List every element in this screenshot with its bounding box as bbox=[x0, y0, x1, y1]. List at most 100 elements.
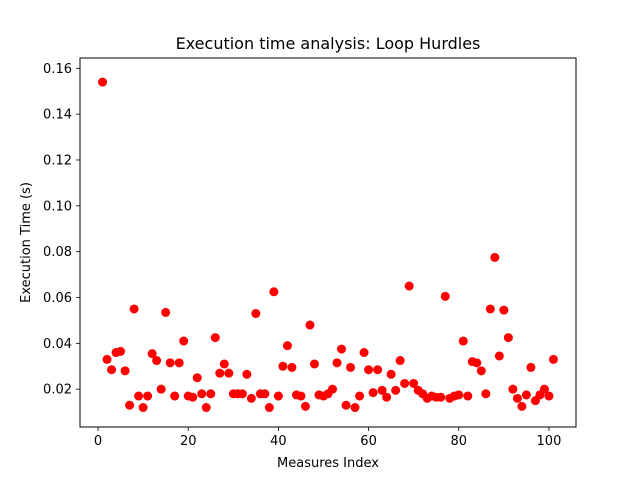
data-point bbox=[476, 366, 486, 376]
data-point bbox=[264, 403, 274, 413]
data-point bbox=[350, 403, 360, 413]
data-point bbox=[463, 391, 473, 401]
y-tick-label: 0.12 bbox=[43, 153, 72, 168]
data-point bbox=[161, 307, 171, 317]
x-axis-ticks: 0 20 40 60 80 100 bbox=[94, 427, 561, 449]
data-point bbox=[170, 391, 180, 401]
data-point bbox=[404, 281, 414, 291]
x-tick-label: 20 bbox=[180, 434, 197, 449]
x-axis-label: Measures Index bbox=[277, 456, 379, 471]
data-point bbox=[219, 359, 229, 369]
data-point bbox=[201, 403, 211, 413]
data-point bbox=[305, 320, 315, 330]
data-point bbox=[472, 358, 482, 368]
data-point bbox=[508, 384, 518, 394]
x-tick-label: 60 bbox=[360, 434, 377, 449]
data-point bbox=[409, 378, 419, 388]
data-point bbox=[503, 333, 513, 343]
data-point bbox=[143, 391, 153, 401]
data-point bbox=[337, 344, 347, 354]
data-point bbox=[341, 400, 351, 410]
data-point bbox=[152, 356, 162, 366]
data-point bbox=[300, 401, 310, 411]
data-point bbox=[120, 366, 130, 376]
data-point bbox=[368, 388, 378, 398]
x-tick-label: 40 bbox=[270, 434, 287, 449]
data-point bbox=[454, 390, 464, 400]
data-point bbox=[296, 391, 306, 401]
data-point bbox=[364, 365, 374, 375]
data-point bbox=[273, 391, 283, 401]
data-point bbox=[206, 389, 216, 399]
x-tick-label: 100 bbox=[537, 434, 562, 449]
data-point bbox=[179, 336, 189, 346]
data-point bbox=[215, 368, 225, 378]
data-point bbox=[251, 309, 261, 319]
data-point bbox=[188, 392, 198, 402]
data-point bbox=[242, 369, 252, 379]
data-point bbox=[269, 287, 279, 297]
y-tick-label: 0.06 bbox=[43, 291, 72, 306]
data-point bbox=[526, 362, 536, 372]
data-point bbox=[107, 365, 117, 375]
data-point bbox=[138, 403, 148, 413]
x-tick-label: 0 bbox=[94, 434, 102, 449]
data-point bbox=[346, 362, 356, 372]
data-point bbox=[548, 354, 558, 364]
data-point bbox=[400, 378, 410, 388]
data-point bbox=[544, 391, 554, 401]
data-point bbox=[197, 389, 207, 399]
y-tick-label: 0.10 bbox=[43, 199, 72, 214]
data-point bbox=[485, 304, 495, 314]
plot-area-frame bbox=[79, 57, 577, 428]
data-point bbox=[174, 358, 184, 368]
y-axis-ticks: 0.02 0.04 0.06 0.08 0.10 0.12 0.14 0.16 bbox=[43, 62, 80, 398]
y-tick-label: 0.02 bbox=[43, 383, 72, 398]
data-point bbox=[125, 400, 135, 410]
data-point bbox=[210, 333, 220, 343]
data-point bbox=[490, 252, 500, 262]
data-point bbox=[436, 392, 446, 402]
data-point bbox=[377, 385, 387, 395]
data-point bbox=[147, 349, 157, 359]
data-point bbox=[355, 391, 365, 401]
chart-title: Execution time analysis: Loop Hurdles bbox=[176, 34, 481, 53]
data-point bbox=[129, 304, 139, 314]
data-point bbox=[282, 341, 292, 351]
data-point bbox=[539, 384, 549, 394]
data-points bbox=[98, 77, 558, 413]
data-point bbox=[481, 389, 491, 399]
data-point bbox=[287, 362, 297, 372]
data-point bbox=[328, 384, 338, 394]
data-point bbox=[156, 384, 166, 394]
data-point bbox=[382, 392, 392, 402]
data-point bbox=[192, 373, 202, 383]
data-point bbox=[260, 389, 270, 399]
data-point bbox=[359, 348, 369, 358]
y-tick-label: 0.14 bbox=[43, 108, 72, 123]
data-point bbox=[395, 356, 405, 366]
data-point bbox=[499, 305, 509, 315]
data-point bbox=[224, 368, 234, 378]
data-point bbox=[373, 365, 383, 375]
data-point bbox=[512, 393, 522, 403]
y-tick-label: 0.16 bbox=[43, 62, 72, 77]
data-point bbox=[521, 390, 531, 400]
data-point bbox=[98, 77, 108, 87]
data-point bbox=[517, 401, 527, 411]
y-axis-label: Execution Time (s) bbox=[19, 182, 34, 303]
data-point bbox=[440, 291, 450, 301]
data-point bbox=[309, 359, 319, 369]
y-tick-label: 0.04 bbox=[43, 337, 72, 352]
data-point bbox=[278, 361, 288, 371]
data-point bbox=[332, 358, 342, 368]
data-point bbox=[458, 336, 468, 346]
data-point bbox=[391, 385, 401, 395]
data-point bbox=[494, 351, 504, 361]
data-point bbox=[237, 389, 247, 399]
data-point bbox=[165, 358, 175, 368]
data-point bbox=[386, 369, 396, 379]
data-point bbox=[134, 391, 144, 401]
